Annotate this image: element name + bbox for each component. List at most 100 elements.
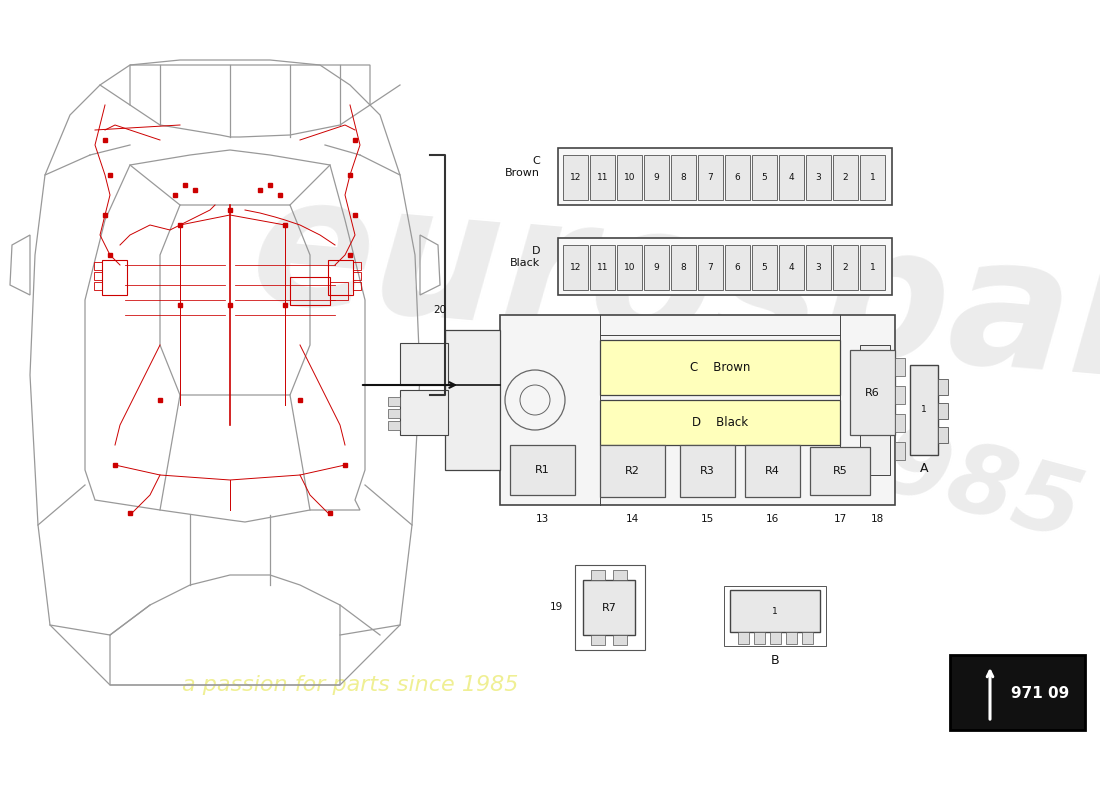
Text: 7: 7	[707, 263, 714, 272]
Text: 4: 4	[789, 263, 794, 272]
Text: 7: 7	[707, 173, 714, 182]
Text: 3: 3	[815, 173, 822, 182]
Text: C
Brown: C Brown	[505, 156, 540, 178]
Bar	[938, 379, 948, 395]
Bar	[724, 586, 826, 646]
Bar	[895, 442, 905, 460]
Text: 20: 20	[433, 305, 447, 315]
Bar	[400, 343, 448, 385]
Bar	[563, 245, 589, 290]
Bar	[810, 447, 870, 495]
Bar	[353, 272, 361, 280]
Bar	[895, 414, 905, 432]
Bar	[353, 262, 361, 270]
Bar	[575, 565, 645, 650]
Bar	[94, 282, 102, 290]
Bar	[698, 245, 723, 290]
Bar	[510, 445, 575, 495]
Bar	[591, 635, 605, 645]
Text: 971 09: 971 09	[1011, 686, 1069, 701]
Bar	[860, 155, 886, 200]
Bar	[725, 155, 750, 200]
Bar	[806, 245, 830, 290]
Bar	[446, 330, 501, 470]
Text: 5: 5	[761, 263, 768, 272]
Text: 18: 18	[871, 514, 884, 524]
Bar	[806, 155, 830, 200]
Bar	[895, 386, 905, 404]
Bar	[802, 632, 813, 644]
Text: R7: R7	[602, 603, 616, 613]
Text: R1: R1	[535, 465, 550, 475]
Bar	[617, 155, 642, 200]
Bar	[895, 358, 905, 376]
Text: 11: 11	[596, 173, 608, 182]
Text: a passion for parts since 1985: a passion for parts since 1985	[182, 675, 518, 695]
Bar	[94, 272, 102, 280]
Bar	[600, 445, 666, 497]
Text: R6: R6	[865, 387, 880, 398]
Bar	[938, 403, 948, 419]
Bar	[786, 632, 798, 644]
Bar	[644, 245, 669, 290]
Text: 4: 4	[789, 173, 794, 182]
Text: A: A	[920, 462, 928, 475]
Bar	[94, 262, 102, 270]
Bar	[910, 365, 938, 455]
Bar	[644, 155, 669, 200]
Text: 1: 1	[772, 606, 778, 615]
Bar	[290, 277, 330, 305]
Bar	[860, 245, 886, 290]
Text: 1: 1	[921, 406, 927, 414]
Bar	[600, 340, 840, 395]
Bar	[738, 632, 749, 644]
Text: 17: 17	[834, 514, 847, 524]
Bar	[102, 260, 126, 295]
Bar	[671, 245, 696, 290]
Text: 14: 14	[626, 514, 639, 524]
Bar	[850, 350, 895, 435]
Text: 12: 12	[570, 263, 581, 272]
Bar	[558, 238, 892, 295]
Bar	[745, 445, 800, 497]
Bar	[779, 155, 804, 200]
Bar	[938, 427, 948, 443]
Bar	[752, 155, 777, 200]
Text: 2: 2	[843, 173, 848, 182]
Bar	[330, 282, 348, 300]
Bar	[698, 155, 723, 200]
Text: 13: 13	[536, 514, 549, 524]
Text: 15: 15	[701, 514, 714, 524]
Text: R4: R4	[766, 466, 780, 476]
Text: 11: 11	[596, 263, 608, 272]
Text: 10: 10	[624, 263, 636, 272]
Text: 1: 1	[870, 263, 876, 272]
Text: 8: 8	[681, 263, 686, 272]
Text: R5: R5	[833, 466, 847, 476]
Text: 8: 8	[681, 173, 686, 182]
Bar	[613, 570, 627, 580]
Text: 16: 16	[766, 514, 779, 524]
Text: 12: 12	[570, 173, 581, 182]
Text: 10: 10	[624, 173, 636, 182]
Bar	[725, 245, 750, 290]
Text: 9: 9	[653, 263, 659, 272]
Bar	[500, 315, 895, 505]
Text: R3: R3	[700, 466, 715, 476]
Bar	[388, 397, 400, 406]
Bar	[754, 632, 764, 644]
Bar	[613, 635, 627, 645]
Text: 3: 3	[815, 263, 822, 272]
Text: 1985: 1985	[807, 400, 1092, 560]
Text: 1: 1	[870, 173, 876, 182]
Bar	[590, 245, 615, 290]
Bar	[833, 245, 858, 290]
Text: B: B	[771, 654, 779, 666]
Bar	[400, 390, 448, 435]
Bar	[671, 155, 696, 200]
Bar	[770, 632, 781, 644]
Bar	[779, 245, 804, 290]
Text: D
Black: D Black	[509, 246, 540, 268]
Bar	[388, 421, 400, 430]
Text: C    Brown: C Brown	[690, 361, 750, 374]
